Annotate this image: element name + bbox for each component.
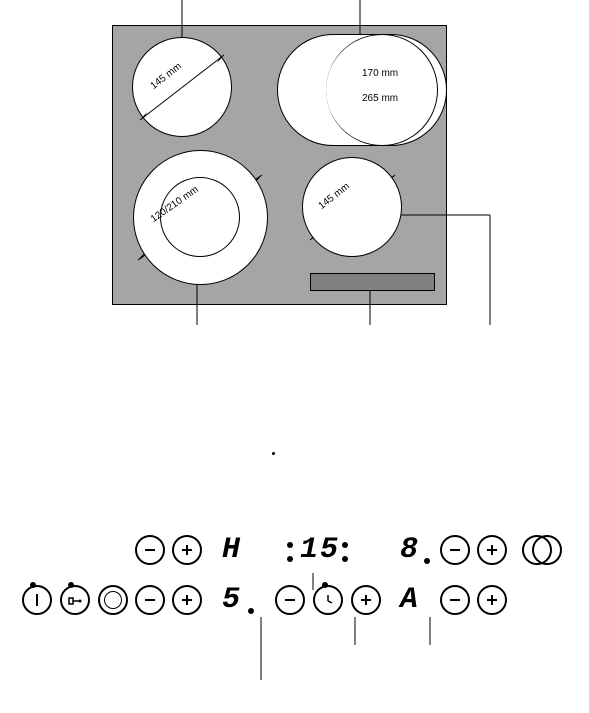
plus-button-top-2[interactable]: [477, 535, 507, 565]
plus-button-bottom-2[interactable]: [477, 585, 507, 615]
colon-dot-1: [287, 542, 293, 548]
timer-plus-button[interactable]: [351, 585, 381, 615]
display-auto: A: [400, 583, 418, 617]
timer-minus-button[interactable]: [275, 585, 305, 615]
burner-rear-left-inner: [160, 177, 240, 257]
colon-dot-3: [342, 542, 348, 548]
clock-indicator-dot: [322, 582, 328, 588]
minus-button-top-2[interactable]: [440, 535, 470, 565]
dim-oval-bottom: 265 mm: [362, 93, 398, 104]
lock-indicator-dot: [68, 582, 74, 588]
burner-front-left: [132, 37, 232, 137]
control-panel-strip: [310, 273, 435, 291]
plus-button-bottom-1[interactable]: [172, 585, 202, 615]
display-time: 15: [300, 533, 340, 567]
power-button[interactable]: [22, 585, 52, 615]
colon-dot-4: [342, 556, 348, 562]
lock-button[interactable]: [60, 585, 90, 615]
minus-button-bottom-1[interactable]: [135, 585, 165, 615]
minus-button-top-1[interactable]: [135, 535, 165, 565]
burner-rear-right: [302, 157, 402, 257]
dim-oval-top: 170 mm: [362, 68, 398, 79]
minus-button-bottom-2[interactable]: [440, 585, 470, 615]
display-level-top: 8: [400, 533, 418, 567]
dot-marker: [272, 452, 275, 455]
power-indicator-dot: [30, 582, 36, 588]
display-heat: H: [222, 533, 240, 567]
dot-after-8: [424, 558, 430, 564]
display-level-bottom: 5: [222, 583, 240, 617]
ring-button-inner: [104, 591, 122, 609]
colon-dot-2: [287, 556, 293, 562]
clock-button[interactable]: [313, 585, 343, 615]
dot-after-5: [248, 608, 254, 614]
burner-front-right-circle: [326, 34, 438, 146]
plus-button-top-1[interactable]: [172, 535, 202, 565]
dual-zone-button-inner: [532, 535, 562, 565]
